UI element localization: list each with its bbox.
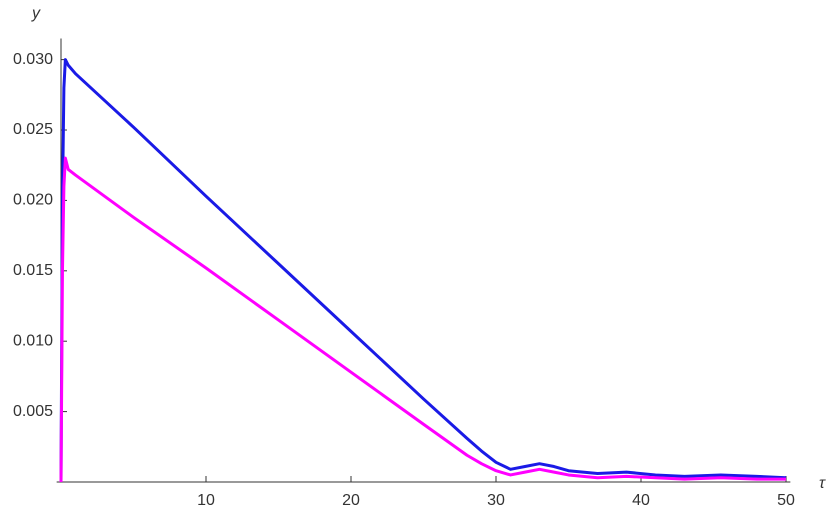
y-tick-label: 0.030 [13, 51, 53, 68]
x-axis-label: τ [819, 475, 826, 492]
y-tick-label: 0.005 [13, 403, 53, 420]
y-tick-label: 0.025 [13, 121, 53, 138]
x-tick-label: 20 [342, 492, 360, 509]
y-tick-label: 0.015 [13, 262, 53, 279]
x-tick-label: 40 [632, 492, 650, 509]
x-tick-label: 10 [197, 492, 215, 509]
y-axis-label: y [31, 5, 41, 22]
data-line [59, 58, 787, 483]
x-tick-label: 50 [777, 492, 795, 509]
data-line [59, 156, 786, 483]
y-tick-label: 0.010 [13, 332, 53, 349]
y-tick-label: 0.020 [13, 192, 53, 209]
x-tick-label: 30 [487, 492, 505, 509]
